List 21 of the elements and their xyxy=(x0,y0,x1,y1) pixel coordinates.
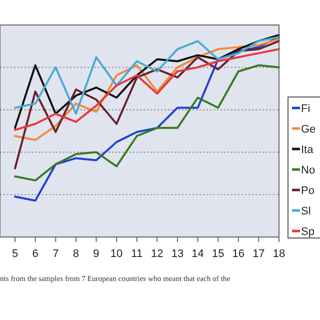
x-tick-label: 7 xyxy=(52,248,59,260)
legend-label: Fi xyxy=(301,103,310,115)
x-tick-label: 5 xyxy=(12,248,18,260)
legend-label: Sl xyxy=(301,206,311,218)
legend-label: Ita xyxy=(301,144,314,156)
x-tick-label: 14 xyxy=(192,248,204,260)
x-tick-label: 10 xyxy=(110,248,123,260)
x-tick-label: 16 xyxy=(232,248,245,260)
legend-label: Po xyxy=(301,185,314,197)
x-tick-label: 6 xyxy=(32,248,38,260)
x-tick-label: 13 xyxy=(171,248,184,260)
x-tick-label: 8 xyxy=(72,248,80,260)
x-tick-label: 17 xyxy=(252,248,265,260)
x-tick-label: 12 xyxy=(151,248,164,260)
x-tick-label: 11 xyxy=(131,248,143,260)
x-tick-label: 9 xyxy=(93,248,100,260)
legend-label: Ge xyxy=(301,124,316,136)
legend-label: No xyxy=(301,164,316,176)
x-tick-label: 15 xyxy=(212,248,224,260)
legend-label: Sp xyxy=(301,226,314,238)
x-tick-label: 18 xyxy=(272,248,286,260)
